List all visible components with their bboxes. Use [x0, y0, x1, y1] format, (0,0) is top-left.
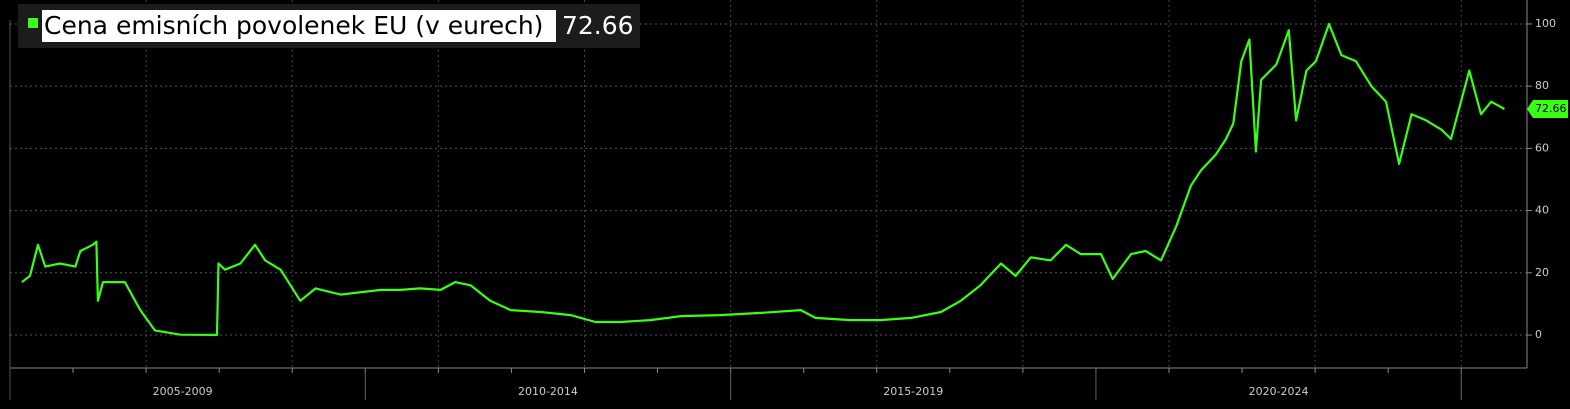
legend-label-bg [42, 10, 556, 42]
y-tick-label: 40 [1535, 204, 1549, 217]
legend-last-value: 72.66 [562, 11, 634, 40]
y-tick-label: 20 [1535, 266, 1549, 279]
period-label: 2015-2019 [883, 385, 943, 398]
legend-label: Cena emisních povolenek EU (v eurech) [44, 11, 543, 40]
y-tick-label: 100 [1535, 17, 1556, 30]
period-label: 2020-2024 [1249, 385, 1309, 398]
y-tick-label: 80 [1535, 79, 1549, 92]
period-label: 2010-2014 [518, 385, 578, 398]
last-value-tag [1527, 100, 1568, 119]
period-label: 2005-2009 [153, 385, 213, 398]
last-value-tag-label: 72.66 [1535, 102, 1567, 115]
y-tick-label: 60 [1535, 141, 1549, 154]
legend: Cena emisních povolenek EU (v eurech) 72… [18, 4, 640, 48]
legend-swatch [28, 18, 38, 28]
y-tick-label: 0 [1535, 328, 1542, 341]
price-line [21, 22, 1505, 336]
